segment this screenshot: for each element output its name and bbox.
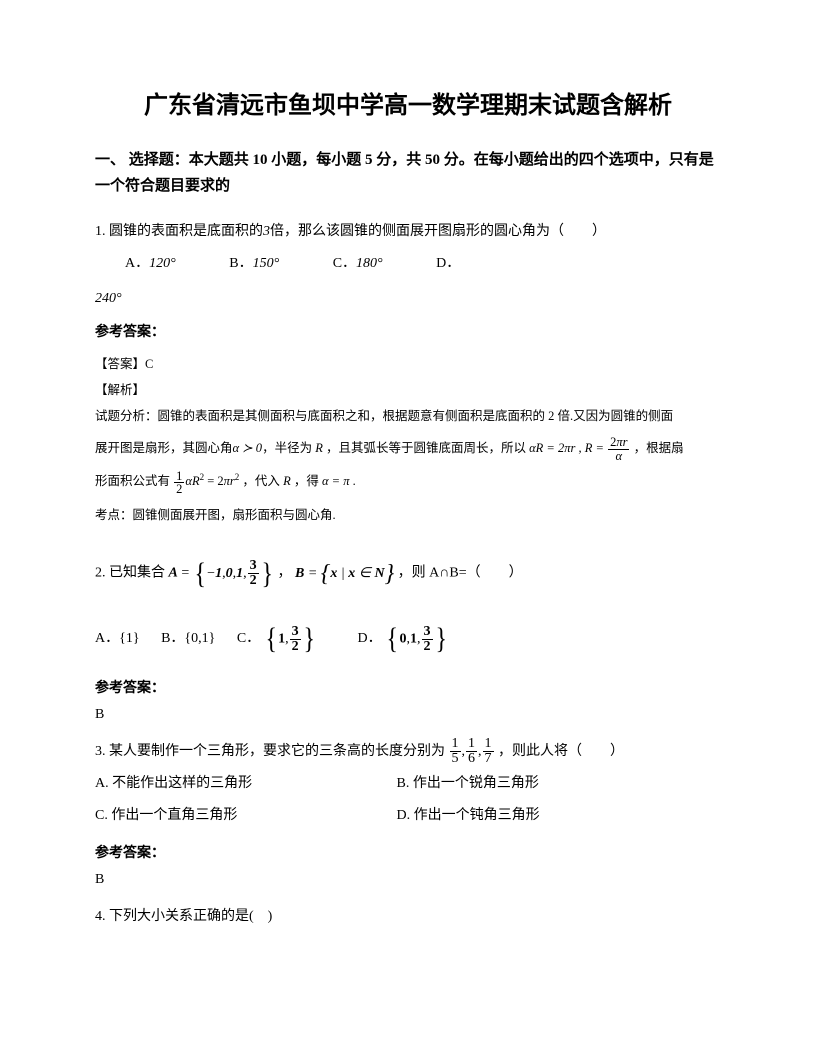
q2-options: A．{1} B．{0,1} C． {1,32} D． {0,1,32} — [95, 609, 721, 669]
q2-opt-b: B．{0,1} — [161, 625, 215, 653]
q1-l3-b: ，代入 — [242, 475, 280, 489]
q2-opt-d: D． {0,1,32} — [358, 609, 448, 669]
q1-l2-b: ，半径为 — [262, 441, 312, 455]
q1-answer-label: 参考答案： — [95, 321, 721, 341]
q1-stem-pre: 1. 圆锥的表面积是底面积的 — [95, 224, 263, 239]
section-heading: 一、 选择题：本大题共 10 小题，每小题 5 分，共 50 分。在每小题给出的… — [95, 148, 721, 199]
q2-stem-pre: 2. 已知集合 — [95, 566, 165, 581]
q1-stem: 1. 圆锥的表面积是底面积的3倍，那么该圆锥的侧面展开图扇形的圆心角为（ ） — [95, 217, 721, 246]
q1-opt-a-val: 120° — [149, 256, 176, 271]
q1-options: A．120° B．150° C．180° D． — [95, 250, 721, 278]
q1-l3-c: ，得 — [294, 475, 319, 489]
q3-opt-b: B. 作出一个锐角三角形 — [397, 770, 695, 798]
q3-opt-c: C. 作出一个直角三角形 — [95, 802, 393, 830]
q1-answer-block: 【答案】C 【解析】 试题分析：圆锥的表面积是其侧面积与底面积之和，根据题意有侧… — [95, 351, 721, 528]
q1-explain-line1: 试题分析：圆锥的表面积是其侧面积与底面积之和，根据题意有侧面积是底面积的 2 倍… — [95, 403, 721, 429]
q1-opt-b: B．150° — [229, 250, 279, 278]
q1-ans-tag: 【答案】C — [95, 351, 721, 377]
q1-opt-c-val: 180° — [356, 256, 383, 271]
q2-stem: 2. 已知集合 A = {−1,0,1,32} ， B = {x | x ∈ N… — [95, 542, 721, 605]
q3-stem-pre: 3. 某人要制作一个三角形，要求它的三条高的长度分别为 — [95, 744, 445, 759]
q1-l2-c: ，且其弧长等于圆锥底面周长，所以 — [326, 441, 526, 455]
q1-explain-line3: 形面积公式有 12αR2 = 2πr2 ，代入 R ，得 α = π . — [95, 468, 721, 495]
q1-opt-d-label: D． — [436, 250, 460, 278]
q3-stem-post: ，则此人将（ ） — [498, 744, 624, 759]
q1-factor: 3 — [263, 224, 270, 239]
q3-options: A. 不能作出这样的三角形 B. 作出一个锐角三角形 C. 作出一个直角三角形 … — [95, 770, 721, 834]
q1-opt-d-val: 240° — [95, 291, 122, 306]
q2-opt-a: A．{1} — [95, 625, 140, 653]
q3-answer-label: 参考答案： — [95, 842, 721, 862]
q2-setB: B = {x | x ∈ N} — [295, 566, 394, 581]
q1-l3-a: 形面积公式有 — [95, 475, 170, 489]
q2-answer-label: 参考答案： — [95, 677, 721, 697]
q2-setA: A = {−1,0,1,32} — [169, 542, 274, 605]
page-title: 广东省清远市鱼坝中学高一数学理期末试题含解析 — [95, 85, 721, 120]
q1-opt-a: A．120° — [125, 250, 176, 278]
q3-opt-a: A. 不能作出这样的三角形 — [95, 770, 393, 798]
q1-opt-d-wrap: 240° — [95, 285, 721, 313]
q1-explain-tag: 【解析】 — [95, 377, 721, 403]
q1-opt-b-val: 150° — [253, 256, 280, 271]
q2-opt-c: C． {1,32} — [237, 609, 316, 669]
q3-stem: 3. 某人要制作一个三角形，要求它的三条高的长度分别为 15,16,17 ，则此… — [95, 737, 721, 766]
q2-answer: B — [95, 707, 721, 723]
q3-answer: B — [95, 872, 721, 888]
q3-opt-d: D. 作出一个钝角三角形 — [397, 802, 695, 830]
q1-l2-a: 展开图是扇形，其圆心角 — [95, 441, 233, 455]
q2-stem-post: ，则 A∩B=（ ） — [398, 566, 523, 581]
q1-l3-d: . — [353, 475, 356, 489]
q2-mid: ， — [277, 566, 291, 581]
q4-stem: 4. 下列大小关系正确的是( ) — [95, 902, 721, 931]
q1-l2-right: ，根据扇 — [634, 441, 684, 455]
q1-explain-note: 考点：圆锥侧面展开图，扇形面积与圆心角. — [95, 502, 721, 528]
q1-stem-post: 倍，那么该圆锥的侧面展开图扇形的圆心角为（ ） — [270, 224, 606, 239]
q1-explain-line2: 展开图是扇形，其圆心角α ≻ 0，半径为 R ，且其弧长等于圆锥底面周长，所以 … — [95, 435, 721, 462]
q1-opt-c: C．180° — [333, 250, 383, 278]
